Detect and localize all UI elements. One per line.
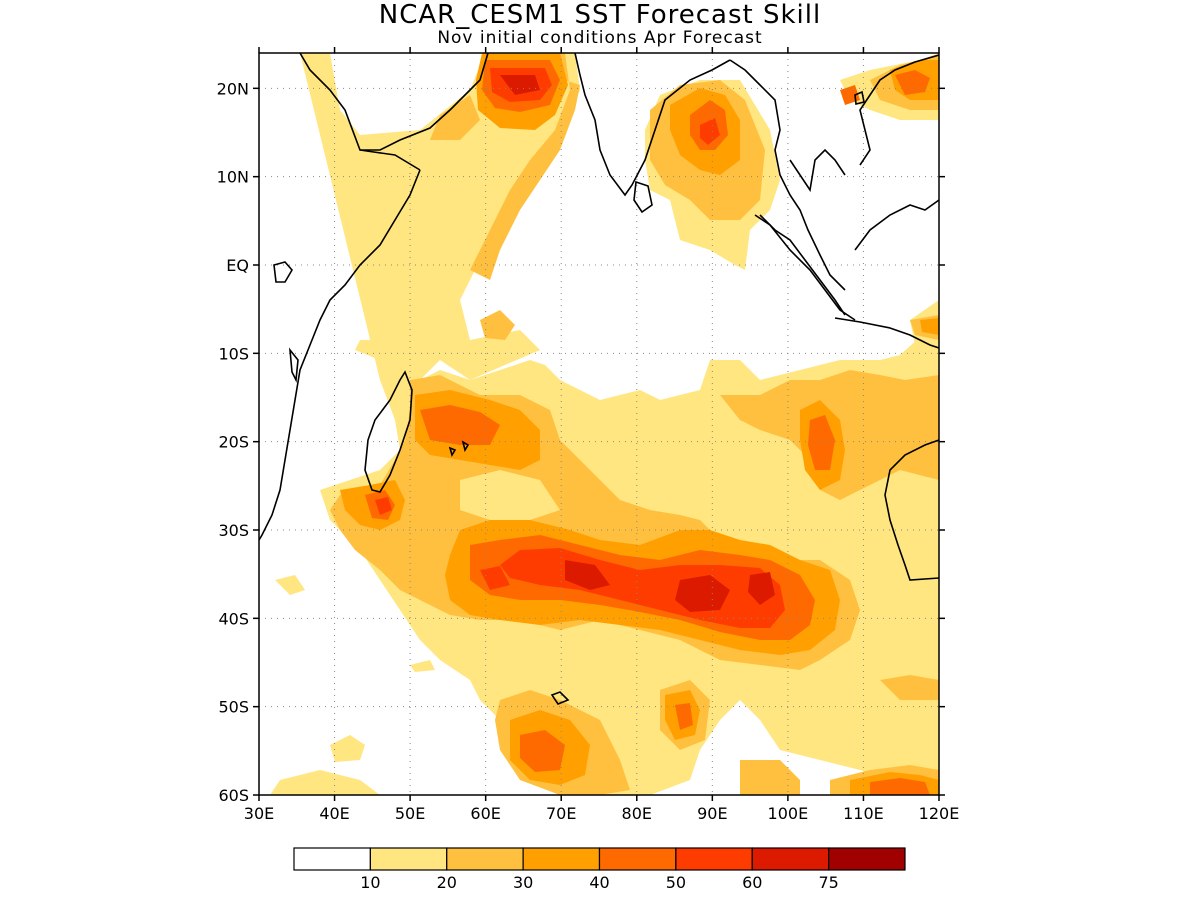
x-tick-label: 110E	[843, 804, 884, 823]
legend-level-label: 60	[742, 873, 762, 892]
legend-level-label: 30	[513, 873, 533, 892]
x-tick-label: 90E	[697, 804, 727, 823]
y-tick-label: 20N	[217, 79, 249, 98]
legend-swatch	[369, 847, 448, 871]
legend-swatch	[446, 847, 524, 871]
x-tick-label: 40E	[319, 804, 349, 823]
legend-level-label: 75	[818, 873, 838, 892]
legend-swatch	[293, 847, 371, 871]
x-tick-label: 50E	[395, 804, 425, 823]
y-tick-label: 10S	[218, 344, 249, 363]
y-tick-label: 30S	[218, 521, 249, 540]
map-title: NCAR_CESM1 SST Forecast Skill	[378, 0, 822, 30]
legend-swatch	[675, 847, 753, 871]
legend-level-label: 40	[589, 873, 609, 892]
legend-swatch	[828, 847, 906, 871]
map-frame	[258, 52, 940, 796]
x-tick-label: 70E	[546, 804, 576, 823]
x-axis: 30E 40E 50E 60E 70E 80E 90E 100E 110E 120E	[244, 47, 960, 823]
x-tick-label: 120E	[919, 804, 960, 823]
x-tick-label: 80E	[622, 804, 652, 823]
y-tick-label: 40S	[218, 609, 249, 628]
x-tick-label: 30E	[244, 804, 274, 823]
shade-level-60	[500, 75, 775, 612]
y-tick-label: 50S	[218, 698, 249, 717]
y-tick-label: 20S	[218, 433, 249, 452]
legend-level-label: 10	[360, 873, 380, 892]
map-subtitle: Nov initial conditions Apr Forecast	[437, 28, 763, 48]
skill-shading	[270, 53, 939, 795]
y-axis: 60S 50S 40S 30S 20S 10S EQ 10N 20N	[217, 79, 945, 805]
map-gridlines	[259, 53, 939, 795]
legend-swatch	[522, 847, 601, 871]
coastlines	[259, 53, 939, 705]
x-tick-label: 60E	[470, 804, 500, 823]
y-tick-label: 10N	[217, 168, 249, 187]
legend-swatch	[598, 847, 677, 871]
legend-level-label: 50	[666, 873, 686, 892]
color-legend: 10 20 30 40 50 60 75	[293, 847, 906, 892]
x-tick-label: 100E	[768, 804, 809, 823]
y-tick-label: 60S	[218, 786, 249, 805]
legend-level-label: 20	[437, 873, 457, 892]
y-tick-label: EQ	[226, 256, 249, 275]
legend-swatch	[751, 847, 830, 871]
